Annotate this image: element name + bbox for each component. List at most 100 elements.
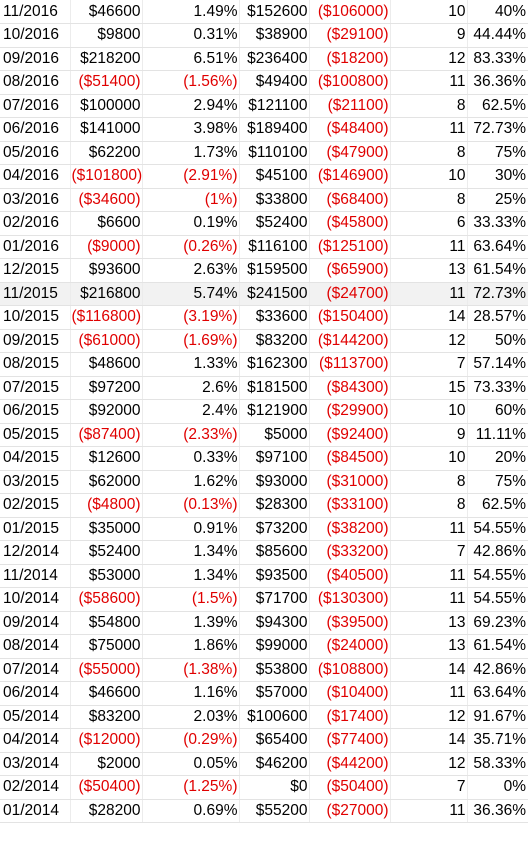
trade-count-cell[interactable]: 14: [390, 658, 468, 682]
win-rate-cell[interactable]: 57.14%: [467, 352, 528, 377]
net-gain-cell[interactable]: $141000: [70, 117, 143, 142]
gross-profit-cell[interactable]: $241500: [239, 282, 310, 306]
net-gain-cell[interactable]: $92000: [70, 399, 143, 424]
gross-loss-cell[interactable]: ($40500): [309, 564, 391, 588]
month-cell[interactable]: 11/2016: [0, 0, 71, 24]
month-cell[interactable]: 07/2016: [0, 94, 71, 118]
trade-count-cell[interactable]: 11: [390, 235, 468, 259]
win-rate-cell[interactable]: 44.44%: [467, 23, 528, 48]
win-rate-cell[interactable]: 75%: [467, 141, 528, 165]
trade-count-cell[interactable]: 12: [390, 705, 468, 729]
gross-loss-cell[interactable]: ($45800): [309, 211, 391, 236]
gross-profit-cell[interactable]: $159500: [239, 258, 310, 283]
gross-loss-cell[interactable]: ($84300): [309, 376, 391, 400]
trade-count-cell[interactable]: 7: [390, 775, 468, 800]
net-gain-cell[interactable]: ($55000): [70, 658, 143, 682]
month-cell[interactable]: 03/2014: [0, 752, 71, 776]
trade-count-cell[interactable]: 11: [390, 681, 468, 706]
month-cell[interactable]: 04/2014: [0, 728, 71, 753]
percent-cell[interactable]: (1%): [142, 188, 240, 212]
gross-profit-cell[interactable]: $52400: [239, 211, 310, 236]
net-gain-cell[interactable]: $97200: [70, 376, 143, 400]
trade-count-cell[interactable]: 11: [390, 517, 468, 541]
month-cell[interactable]: 05/2016: [0, 141, 71, 165]
percent-cell[interactable]: 1.16%: [142, 681, 240, 706]
month-cell[interactable]: 02/2016: [0, 211, 71, 236]
percent-cell[interactable]: 0.91%: [142, 517, 240, 541]
gross-profit-cell[interactable]: $0: [239, 775, 310, 800]
percent-cell[interactable]: (2.33%): [142, 423, 240, 447]
win-rate-cell[interactable]: 72.73%: [467, 117, 528, 142]
gross-profit-cell[interactable]: $55200: [239, 799, 310, 823]
gross-loss-cell[interactable]: ($113700): [309, 352, 391, 377]
win-rate-cell[interactable]: 75%: [467, 470, 528, 494]
gross-profit-cell[interactable]: $73200: [239, 517, 310, 541]
month-cell[interactable]: 05/2014: [0, 705, 71, 729]
win-rate-cell[interactable]: 63.64%: [467, 681, 528, 706]
trade-count-cell[interactable]: 13: [390, 611, 468, 635]
win-rate-cell[interactable]: 61.54%: [467, 258, 528, 283]
win-rate-cell[interactable]: 61.54%: [467, 634, 528, 659]
percent-cell[interactable]: 1.34%: [142, 540, 240, 565]
trade-count-cell[interactable]: 10: [390, 446, 468, 471]
net-gain-cell[interactable]: $6600: [70, 211, 143, 236]
gross-profit-cell[interactable]: $65400: [239, 728, 310, 753]
trade-count-cell[interactable]: 8: [390, 94, 468, 118]
trade-count-cell[interactable]: 11: [390, 117, 468, 142]
gross-loss-cell[interactable]: ($48400): [309, 117, 391, 142]
net-gain-cell[interactable]: $52400: [70, 540, 143, 565]
gross-profit-cell[interactable]: $97100: [239, 446, 310, 471]
month-cell[interactable]: 07/2014: [0, 658, 71, 682]
percent-cell[interactable]: 0.31%: [142, 23, 240, 48]
gross-loss-cell[interactable]: ($18200): [309, 47, 391, 71]
gross-loss-cell[interactable]: ($92400): [309, 423, 391, 447]
gross-loss-cell[interactable]: ($29900): [309, 399, 391, 424]
net-gain-cell[interactable]: $53000: [70, 564, 143, 588]
net-gain-cell[interactable]: ($58600): [70, 587, 143, 612]
percent-cell[interactable]: (0.26%): [142, 235, 240, 259]
gross-loss-cell[interactable]: ($77400): [309, 728, 391, 753]
net-gain-cell[interactable]: ($51400): [70, 70, 143, 95]
gross-profit-cell[interactable]: $46200: [239, 752, 310, 776]
gross-profit-cell[interactable]: $181500: [239, 376, 310, 400]
win-rate-cell[interactable]: 11.11%: [467, 423, 528, 447]
percent-cell[interactable]: 1.62%: [142, 470, 240, 494]
trade-count-cell[interactable]: 8: [390, 493, 468, 518]
gross-loss-cell[interactable]: ($24700): [309, 282, 391, 306]
trade-count-cell[interactable]: 6: [390, 211, 468, 236]
month-cell[interactable]: 10/2016: [0, 23, 71, 48]
gross-profit-cell[interactable]: $152600: [239, 0, 310, 24]
gross-loss-cell[interactable]: ($125100): [309, 235, 391, 259]
percent-cell[interactable]: 0.69%: [142, 799, 240, 823]
gross-profit-cell[interactable]: $116100: [239, 235, 310, 259]
gross-profit-cell[interactable]: $33600: [239, 305, 310, 330]
gross-loss-cell[interactable]: ($84500): [309, 446, 391, 471]
percent-cell[interactable]: 0.19%: [142, 211, 240, 236]
win-rate-cell[interactable]: 50%: [467, 329, 528, 353]
net-gain-cell[interactable]: $2000: [70, 752, 143, 776]
gross-loss-cell[interactable]: ($33100): [309, 493, 391, 518]
gross-profit-cell[interactable]: $99000: [239, 634, 310, 659]
percent-cell[interactable]: (1.38%): [142, 658, 240, 682]
month-cell[interactable]: 12/2015: [0, 258, 71, 283]
percent-cell[interactable]: 1.39%: [142, 611, 240, 635]
month-cell[interactable]: 10/2015: [0, 305, 71, 330]
percent-cell[interactable]: 2.94%: [142, 94, 240, 118]
gross-loss-cell[interactable]: ($21100): [309, 94, 391, 118]
month-cell[interactable]: 06/2015: [0, 399, 71, 424]
month-cell[interactable]: 08/2015: [0, 352, 71, 377]
month-cell[interactable]: 08/2016: [0, 70, 71, 95]
trade-count-cell[interactable]: 15: [390, 376, 468, 400]
net-gain-cell[interactable]: $35000: [70, 517, 143, 541]
gross-profit-cell[interactable]: $236400: [239, 47, 310, 71]
net-gain-cell[interactable]: $28200: [70, 799, 143, 823]
win-rate-cell[interactable]: 33.33%: [467, 211, 528, 236]
percent-cell[interactable]: 6.51%: [142, 47, 240, 71]
gross-loss-cell[interactable]: ($130300): [309, 587, 391, 612]
percent-cell[interactable]: (1.69%): [142, 329, 240, 353]
month-cell[interactable]: 03/2015: [0, 470, 71, 494]
win-rate-cell[interactable]: 83.33%: [467, 47, 528, 71]
trade-count-cell[interactable]: 10: [390, 399, 468, 424]
month-cell[interactable]: 09/2015: [0, 329, 71, 353]
percent-cell[interactable]: 1.73%: [142, 141, 240, 165]
